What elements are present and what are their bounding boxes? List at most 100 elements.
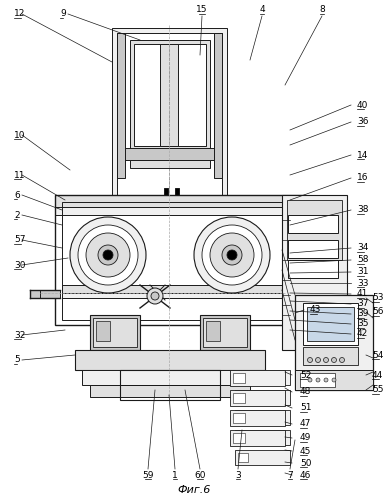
Bar <box>90 315 140 350</box>
Bar <box>120 370 220 400</box>
Text: 55: 55 <box>372 386 383 394</box>
Text: 45: 45 <box>300 446 312 456</box>
Circle shape <box>324 378 328 382</box>
Bar <box>282 290 312 298</box>
Text: 35: 35 <box>357 320 369 328</box>
Circle shape <box>210 233 254 277</box>
Bar <box>288 215 338 233</box>
Text: Фиг.6: Фиг.6 <box>177 485 211 495</box>
Text: 46: 46 <box>300 470 312 480</box>
Circle shape <box>332 378 336 382</box>
Circle shape <box>151 292 159 300</box>
Bar <box>230 430 285 446</box>
Bar <box>30 290 60 298</box>
Text: 54: 54 <box>372 350 383 360</box>
Bar <box>233 373 245 383</box>
Bar <box>307 307 354 341</box>
Text: 47: 47 <box>300 420 312 428</box>
Circle shape <box>98 245 118 265</box>
Bar <box>134 44 206 146</box>
Text: 6: 6 <box>14 190 20 200</box>
Text: 50: 50 <box>300 458 312 468</box>
Circle shape <box>86 233 130 277</box>
Bar <box>214 33 222 178</box>
Text: 5: 5 <box>14 356 20 364</box>
Bar <box>238 413 248 422</box>
Text: 10: 10 <box>14 130 26 140</box>
Bar <box>160 44 178 146</box>
Bar <box>230 410 285 426</box>
Bar <box>287 200 342 260</box>
Text: 48: 48 <box>300 388 312 396</box>
Circle shape <box>316 378 320 382</box>
Text: 14: 14 <box>357 150 368 160</box>
Text: 9: 9 <box>60 10 66 18</box>
Circle shape <box>202 225 262 285</box>
Text: 15: 15 <box>196 6 208 15</box>
Text: 51: 51 <box>300 404 312 412</box>
Text: 58: 58 <box>357 256 369 264</box>
Text: 7: 7 <box>287 470 293 480</box>
Text: 49: 49 <box>300 434 312 442</box>
Text: 52: 52 <box>300 370 312 380</box>
Circle shape <box>308 378 312 382</box>
Circle shape <box>308 358 312 362</box>
Bar <box>203 318 247 347</box>
Bar <box>295 370 373 390</box>
Bar <box>288 260 338 278</box>
Bar <box>235 370 290 385</box>
Bar <box>30 290 40 298</box>
Bar <box>303 347 358 365</box>
Bar <box>55 195 305 325</box>
Bar <box>230 370 285 386</box>
Circle shape <box>340 358 345 362</box>
Text: 11: 11 <box>14 170 26 179</box>
Bar <box>55 207 305 215</box>
Bar <box>238 453 248 462</box>
Text: 32: 32 <box>14 330 25 340</box>
Bar <box>238 433 248 442</box>
Text: 39: 39 <box>357 310 369 318</box>
Text: 30: 30 <box>14 260 26 270</box>
Text: 8: 8 <box>319 6 325 15</box>
Text: 4: 4 <box>259 6 265 15</box>
Bar <box>117 33 222 198</box>
Text: 2: 2 <box>14 210 20 220</box>
Circle shape <box>324 358 329 362</box>
Bar <box>75 350 265 370</box>
Text: 41: 41 <box>357 290 368 298</box>
Bar <box>117 33 125 178</box>
Bar <box>62 293 298 298</box>
Bar <box>200 315 250 350</box>
Bar <box>238 373 248 382</box>
Bar <box>93 318 137 347</box>
Bar <box>235 390 290 405</box>
Text: 57: 57 <box>14 236 26 244</box>
Text: 38: 38 <box>357 206 369 214</box>
Bar <box>90 385 250 397</box>
Bar <box>96 321 110 341</box>
Bar <box>130 40 210 150</box>
Circle shape <box>78 225 138 285</box>
Bar <box>233 413 245 423</box>
Bar <box>235 410 290 425</box>
Text: 56: 56 <box>372 308 383 316</box>
Text: 59: 59 <box>142 470 154 480</box>
Text: 1: 1 <box>172 470 178 480</box>
Bar <box>164 188 168 208</box>
Bar <box>295 295 373 390</box>
Circle shape <box>227 250 237 260</box>
Circle shape <box>194 217 270 293</box>
Text: 31: 31 <box>357 268 369 276</box>
Bar <box>238 393 248 402</box>
Bar <box>230 390 285 406</box>
Bar <box>82 370 258 385</box>
Bar <box>117 148 222 160</box>
Circle shape <box>331 358 336 362</box>
Bar <box>206 321 220 341</box>
Text: 36: 36 <box>357 118 369 126</box>
Bar <box>62 285 298 293</box>
Text: 60: 60 <box>194 470 206 480</box>
Bar <box>62 202 298 320</box>
Bar <box>235 450 290 465</box>
